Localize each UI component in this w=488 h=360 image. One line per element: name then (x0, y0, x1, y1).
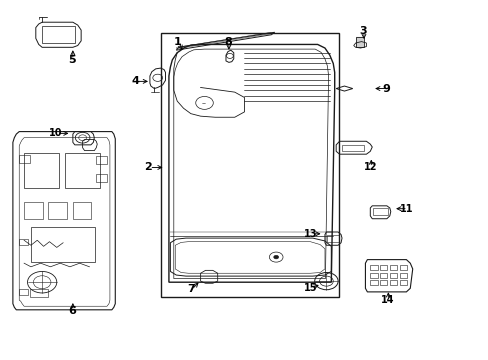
Bar (160, 33, 338, 297)
Bar (355, 37, 364, 47)
Bar (379, 273, 386, 278)
Bar (65, 153, 100, 188)
Text: 14: 14 (380, 295, 393, 305)
Bar (372, 208, 387, 215)
Bar (399, 273, 406, 278)
Text: 6: 6 (68, 306, 76, 316)
Text: 5: 5 (68, 55, 76, 65)
Text: 9: 9 (382, 84, 389, 94)
Bar (19, 289, 28, 296)
Bar (379, 265, 386, 270)
Text: 12: 12 (363, 162, 376, 172)
Circle shape (273, 255, 278, 259)
Text: 1: 1 (173, 37, 181, 47)
Bar (369, 265, 377, 270)
Text: 2: 2 (144, 162, 152, 172)
Bar (48, 202, 67, 219)
Bar (399, 280, 406, 285)
Bar (30, 289, 48, 297)
Text: 4: 4 (131, 76, 139, 86)
Text: 11: 11 (399, 204, 413, 214)
Bar (96, 174, 106, 182)
Bar (341, 145, 363, 151)
Bar (19, 239, 28, 245)
Bar (96, 156, 106, 164)
Text: 8: 8 (224, 37, 231, 47)
Text: 10: 10 (49, 129, 62, 138)
Text: 7: 7 (186, 284, 194, 294)
Bar (399, 265, 406, 270)
Bar (24, 153, 59, 188)
Bar (369, 280, 377, 285)
Text: 3: 3 (359, 26, 366, 36)
Bar (19, 155, 30, 163)
Bar (389, 273, 396, 278)
Bar (327, 235, 338, 242)
Bar (389, 265, 396, 270)
Bar (24, 202, 42, 219)
Text: 13: 13 (304, 229, 317, 239)
Bar (389, 280, 396, 285)
Bar (379, 280, 386, 285)
Bar (73, 202, 91, 219)
Bar (31, 226, 95, 262)
Bar (42, 26, 75, 43)
Bar (369, 273, 377, 278)
Text: 15: 15 (304, 283, 317, 293)
